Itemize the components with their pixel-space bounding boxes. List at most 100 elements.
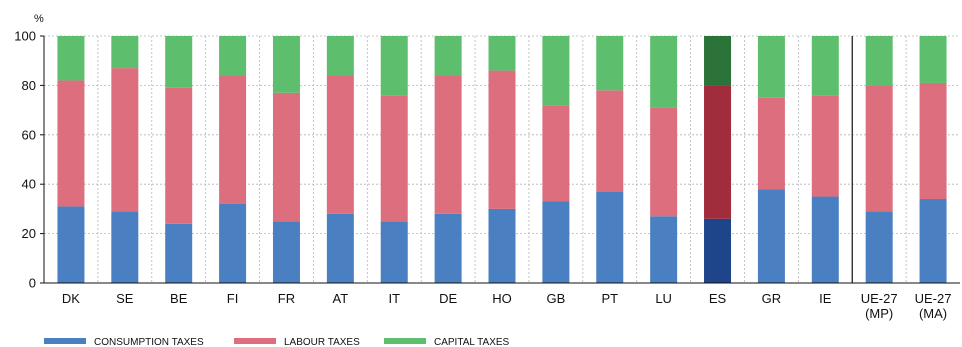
bar-segment-labour-taxes: [272, 92, 300, 222]
bar-segment-consumption-taxes: [865, 211, 893, 283]
bar-segment-capital-taxes: [326, 36, 354, 76]
bar-segment-capital-taxes: [219, 36, 247, 76]
x-tick-label: BE: [170, 291, 188, 306]
bar-segment-capital-taxes: [434, 36, 462, 76]
axes: [43, 36, 960, 284]
x-tick-label: HO: [492, 291, 512, 306]
bar-segment-labour-taxes: [919, 82, 947, 200]
bar-segment-consumption-taxes: [434, 213, 462, 283]
bar-segment-labour-taxes: [326, 75, 354, 214]
bar-segment-labour-taxes: [596, 90, 624, 192]
x-tick-label: PT: [601, 291, 618, 306]
legend-swatch: [44, 338, 86, 344]
x-tick-label: AT: [333, 291, 349, 306]
legend-label: CAPITAL TAXES: [434, 337, 510, 347]
y-tick-label: 20: [22, 226, 36, 241]
x-tick-label: FR: [278, 291, 295, 306]
x-tick-label: DE: [439, 291, 457, 306]
bar-segment-labour-taxes: [488, 70, 516, 209]
bar-segment-capital-taxes: [865, 36, 893, 86]
x-tick-label-line: GR: [762, 291, 782, 306]
bar-segment-capital-taxes: [757, 36, 785, 98]
bar-segment-labour-taxes: [542, 105, 570, 202]
bars: [57, 36, 947, 283]
x-tick-label: UE-27 (MP): [861, 291, 898, 321]
x-tick-label-line: IT: [388, 291, 400, 306]
bar-segment-labour-taxes: [111, 68, 139, 212]
bar-segment-labour-taxes: [219, 75, 247, 204]
bar-segment-consumption-taxes: [596, 191, 624, 283]
bar-segment-consumption-taxes: [219, 203, 247, 283]
bar-segment-capital-taxes: [111, 36, 139, 69]
x-tick-label: DK: [62, 291, 80, 306]
bar-segment-labour-taxes: [704, 85, 732, 219]
x-tick-label: IE: [819, 291, 832, 306]
x-tick-label-line: SE: [116, 291, 134, 306]
x-tick-label: GB: [546, 291, 565, 306]
y-tick-label: 60: [22, 127, 36, 142]
legend-label: LABOUR TAXES: [284, 337, 360, 347]
bar-segment-capital-taxes: [704, 36, 732, 86]
bar-segment-consumption-taxes: [111, 211, 139, 283]
x-tick-label: UE-27 (MA): [915, 291, 952, 321]
bar-segment-consumption-taxes: [650, 216, 678, 283]
x-tick-label-line: BE: [170, 291, 188, 306]
bar-segment-consumption-taxes: [488, 208, 516, 283]
bar-segment-capital-taxes: [57, 36, 85, 81]
x-tick-label-line: FR: [278, 291, 295, 306]
y-tick-label: 100: [14, 29, 36, 44]
x-tick-label-line: LU: [655, 291, 672, 306]
x-tick-label-line: (MP): [865, 306, 893, 321]
x-tick-label-line: ES: [709, 291, 727, 306]
bar-segment-labour-taxes: [434, 75, 462, 214]
bar-segment-consumption-taxes: [272, 221, 300, 283]
bar-segment-consumption-taxes: [919, 199, 947, 283]
x-tick-label: ES: [709, 291, 727, 306]
x-tick-label: FI: [227, 291, 239, 306]
bar-segment-consumption-taxes: [380, 221, 408, 283]
bar-segment-capital-taxes: [165, 36, 193, 88]
legend-label: CONSUMPTION TAXES: [94, 337, 204, 347]
bar-segment-labour-taxes: [165, 87, 193, 224]
x-tick-label-line: AT: [333, 291, 349, 306]
legend-swatch: [384, 338, 426, 344]
bar-segment-consumption-taxes: [165, 223, 193, 283]
x-tick-label: LU: [655, 291, 672, 306]
y-tick-label: 80: [22, 78, 36, 93]
bar-segment-capital-taxes: [380, 36, 408, 96]
bar-segment-capital-taxes: [596, 36, 624, 91]
bar-segment-capital-taxes: [919, 36, 947, 83]
y-axis-unit: %: [34, 13, 44, 25]
bar-segment-consumption-taxes: [542, 201, 570, 283]
x-tick-label-line: DK: [62, 291, 80, 306]
bar-segment-capital-taxes: [811, 36, 839, 96]
bar-segment-labour-taxes: [650, 107, 678, 217]
bar-segment-consumption-taxes: [811, 196, 839, 283]
x-tick-label: SE: [116, 291, 134, 306]
x-axis-labels: DK SE BE FI FR AT IT DE HO GB PT LU ES GR IE UE-27 (MP)U…: [62, 291, 952, 321]
x-tick-label-line: (MA): [919, 306, 947, 321]
legend-swatch: [234, 338, 276, 344]
y-tick-label: 0: [29, 276, 36, 291]
x-tick-label-line: IE: [819, 291, 832, 306]
x-tick-label-line: UE-27: [915, 291, 952, 306]
bar-segment-consumption-taxes: [57, 206, 85, 283]
x-tick-label-line: DE: [439, 291, 457, 306]
legend: CONSUMPTION TAXES LABOUR TAXES CAPITAL TAX…: [44, 337, 510, 347]
y-tick-label: 40: [22, 177, 36, 192]
bar-segment-capital-taxes: [542, 36, 570, 106]
x-tick-label-line: PT: [601, 291, 618, 306]
bar-segment-capital-taxes: [488, 36, 516, 71]
bar-segment-consumption-taxes: [704, 218, 732, 283]
x-tick-label: IT: [388, 291, 400, 306]
bar-segment-consumption-taxes: [326, 213, 354, 283]
bar-segment-labour-taxes: [757, 97, 785, 190]
x-tick-label: GR: [762, 291, 782, 306]
bar-segment-labour-taxes: [57, 80, 85, 207]
x-tick-label-line: FI: [227, 291, 239, 306]
bar-segment-labour-taxes: [865, 85, 893, 212]
bar-segment-labour-taxes: [811, 95, 839, 197]
y-axis-ticks: 0 20 40 60 80 100: [14, 29, 44, 291]
bar-segment-consumption-taxes: [757, 189, 785, 283]
